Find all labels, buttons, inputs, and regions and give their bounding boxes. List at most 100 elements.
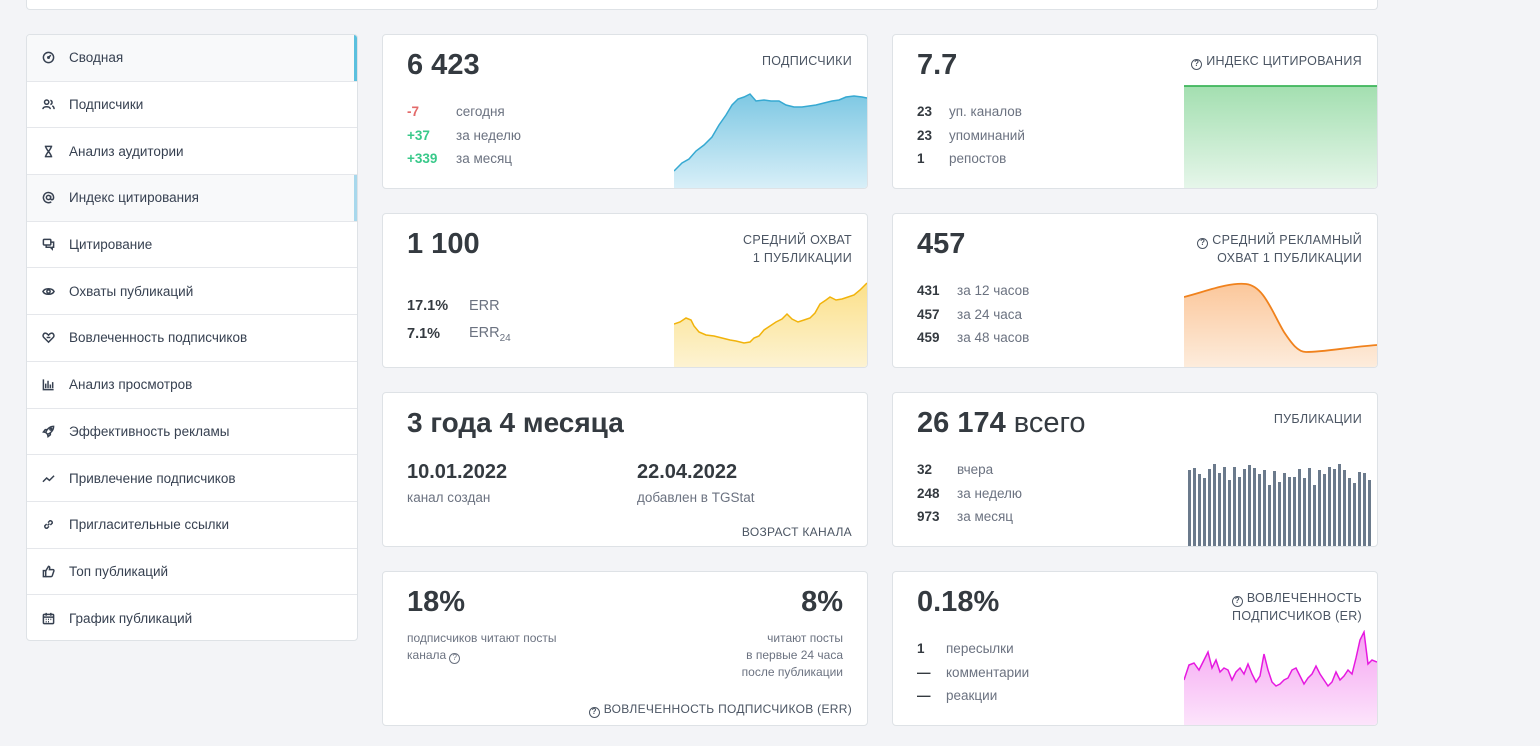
sidebar-item-ad-efficiency[interactable]: Эффективность рекламы [27, 409, 357, 456]
err-left-text: подписчиков читают посты [407, 631, 557, 645]
sidebar-item-label: Пригласительные ссылки [69, 517, 230, 533]
stat-label: за 48 часов [957, 330, 1030, 346]
sidebar-item-engagement[interactable]: Вовлеченность подписчиков [27, 315, 357, 362]
stat-label: репостов [949, 151, 1007, 167]
created-date: 10.01.2022 [407, 461, 508, 483]
at-icon [41, 191, 55, 205]
bar-chart-icon [41, 378, 55, 392]
stat-value: — [917, 664, 931, 680]
stat-label: за 24 часа [957, 306, 1023, 322]
citation-index-value: 7.7 [917, 49, 958, 81]
subscribers-count: 6 423 [407, 49, 480, 81]
rocket-icon [41, 424, 55, 438]
sidebar-item-label: Сводная [69, 50, 124, 66]
sidebar-item-label: График публикаций [69, 611, 193, 627]
sidebar-item-summary[interactable]: Сводная [27, 35, 357, 82]
stat-label: за месяц [456, 151, 513, 167]
citation-index-card[interactable]: 7.7 ? ИНДЕКС ЦИТИРОВАНИЯ 23 уп. каналов 23… [892, 34, 1378, 189]
stat-label: за неделю [957, 485, 1023, 501]
sidebar-nav: Сводная Подписчики Анализ аудитории Инде… [26, 34, 358, 641]
sidebar-item-citation[interactable]: Цитирование [27, 222, 357, 269]
info-icon[interactable]: ? [449, 653, 461, 664]
info-icon[interactable]: ? [588, 707, 600, 718]
calendar-icon [41, 612, 55, 626]
card-title-line: 1 ПУБЛИКАЦИИ [752, 251, 852, 265]
added-label: добавлен в TGStat [637, 490, 755, 505]
sidebar-item-invite-links[interactable]: Пригласительные ссылки [27, 502, 357, 549]
card-title: ? ИНДЕКС ЦИТИРОВАНИЯ [1191, 52, 1362, 70]
ad-reach-value: 457 [917, 228, 966, 260]
sidebar-item-label: Привлечение подписчиков [69, 470, 236, 486]
card-title-line: ПОДПИСЧИКОВ (ER) [1232, 609, 1362, 623]
sidebar-item-label: Анализ аудитории [69, 143, 184, 159]
subscribers-stats: -7 сегодня +37 за неделю +339 за месяц [407, 100, 521, 171]
stat-label: уп. каналов [949, 104, 1022, 120]
info-icon[interactable]: ? [1231, 596, 1243, 607]
card-title-line: ВОВЛЕЧЕННОСТЬ [1246, 591, 1362, 605]
created-label: канал создан [407, 490, 491, 505]
card-title-line: СРЕДНИЙ ОХВАТ [743, 233, 852, 247]
stat-value: +37 [407, 127, 430, 143]
sidebar-item-label: Индекс цитирования [69, 190, 199, 206]
err-left-description: подписчиков читают посты канала? [407, 630, 557, 664]
err-right-text: в первые 24 часа [746, 648, 843, 662]
publications-bar-chart [1188, 464, 1371, 546]
sidebar-item-audience-analysis[interactable]: Анализ аудитории [27, 128, 357, 176]
err-label: ERR [469, 324, 500, 341]
stat-value: 32 [917, 462, 933, 478]
publications-suffix: всего [1005, 407, 1086, 439]
card-title: ? ВОВЛЕЧЕННОСТЬ ПОДПИСЧИКОВ (ER) [1231, 589, 1362, 625]
er-value: 0.18% [917, 586, 1000, 618]
sidebar-item-top-publications[interactable]: Топ публикаций [27, 549, 357, 596]
sidebar-item-subscriber-acquisition[interactable]: Привлечение подписчиков [27, 455, 357, 502]
subscribers-card[interactable]: 6 423 ПОДПИСЧИКИ -7 сегодня +37 за неделю … [382, 34, 868, 189]
info-icon[interactable]: ? [1191, 59, 1203, 70]
err-right-text: читают посты [767, 631, 843, 645]
heart-icon [41, 331, 55, 345]
stat-label: сегодня [456, 104, 505, 120]
stat-label: вчера [957, 462, 994, 478]
stat-value: — [917, 688, 931, 704]
info-icon[interactable]: ? [1197, 238, 1209, 249]
stat-label: за месяц [957, 509, 1014, 525]
sidebar-item-publication-schedule[interactable]: График публикаций [27, 595, 357, 640]
stat-value: 431 [917, 283, 940, 299]
sidebar-item-views-analysis[interactable]: Анализ просмотров [27, 362, 357, 409]
card-title: ? СРЕДНИЙ РЕКЛАМНЫЙ ОХВАТ 1 ПУБЛИКАЦИИ [1197, 231, 1362, 267]
sidebar-item-label: Топ публикаций [69, 563, 169, 579]
sidebar-item-subscribers[interactable]: Подписчики [27, 82, 357, 129]
stat-value: 1 [917, 641, 925, 657]
err-left-text: канала [407, 648, 447, 662]
subscribers-sparkline [674, 93, 867, 188]
card-title-text: ИНДЕКС ЦИТИРОВАНИЯ [1206, 54, 1362, 68]
err-card: 18% 8% подписчиков читают посты канала? … [382, 571, 868, 726]
publications-count: 26 174 [917, 407, 1006, 439]
trend-icon [41, 471, 55, 485]
sidebar-item-citation-index[interactable]: Индекс цитирования [27, 175, 357, 222]
eye-icon [41, 284, 55, 298]
hourglass-icon [41, 144, 55, 158]
stat-label: реакции [946, 688, 998, 704]
publications-card[interactable]: 26 174 всего ПУБЛИКАЦИИ 32 вчера 248 за не… [892, 392, 1378, 547]
ad-reach-card[interactable]: 457 ? СРЕДНИЙ РЕКЛАМНЫЙ ОХВАТ 1 ПУБЛИКАЦИИ… [892, 213, 1378, 368]
dashboard-icon [41, 51, 55, 65]
average-reach-card[interactable]: 1 100 СРЕДНИЙ ОХВАТ 1 ПУБЛИКАЦИИ 17.1% ERR… [382, 213, 868, 368]
card-title: СРЕДНИЙ ОХВАТ 1 ПУБЛИКАЦИИ [743, 231, 852, 267]
stat-value: +339 [407, 151, 438, 167]
stat-label: упоминаний [949, 127, 1025, 143]
citation-stats: 23 уп. каналов 23 упоминаний 1 репостов [917, 100, 1025, 171]
stat-label: ERR [469, 298, 500, 314]
err-right-value: 8% [801, 586, 843, 618]
stat-label: ERR24 [469, 325, 511, 344]
er-card[interactable]: 0.18% ? ВОВЛЕЧЕННОСТЬ ПОДПИСЧИКОВ (ER) 1 пе… [892, 571, 1378, 726]
stat-value: 459 [917, 330, 940, 346]
stat-label: за 12 часов [957, 283, 1030, 299]
card-footer-title: ? ВОВЛЕЧЕННОСТЬ ПОДПИСЧИКОВ (ERR) [588, 702, 852, 718]
added-date: 22.04.2022 [637, 461, 738, 483]
stat-value: 457 [917, 306, 940, 322]
channel-age-card: 3 года 4 месяца 10.01.2022 канал создан … [382, 392, 868, 547]
err-left-value: 18% [407, 586, 466, 618]
sidebar-item-publication-reach[interactable]: Охваты публикаций [27, 268, 357, 316]
thumbs-up-icon [41, 564, 55, 578]
sidebar-item-label: Эффективность рекламы [69, 423, 230, 439]
